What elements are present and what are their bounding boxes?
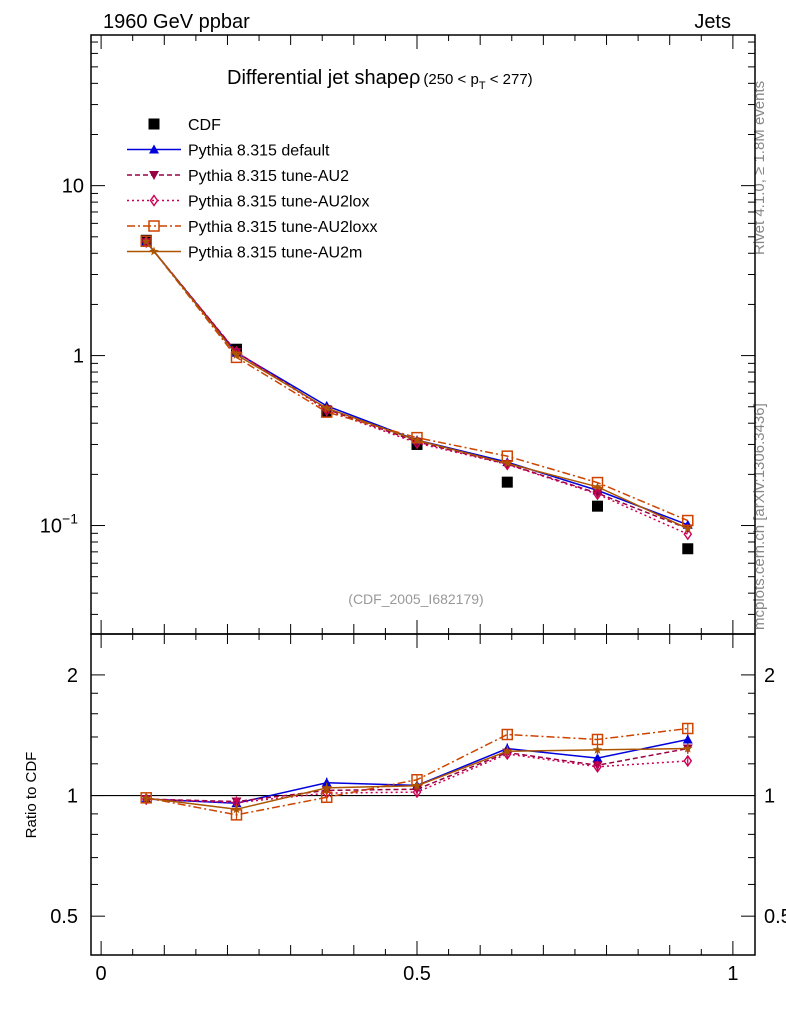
ratio-point-pythia-8-315-tune-au2m xyxy=(502,746,512,756)
legend-label: CDF xyxy=(188,117,221,134)
data-point-pythia-8-315-tune-au2 xyxy=(592,489,603,499)
ratio-point-pythia-8-315-tune-au2m xyxy=(592,744,603,754)
ratio-series-pythia-8-315-tune-au2m xyxy=(141,743,693,815)
data-point-pythia-8-315-tune-au2loxx xyxy=(140,235,152,247)
series-line-pythia-8-315-tune-au2 xyxy=(145,241,689,530)
data-point-cdf xyxy=(591,500,603,512)
ratio-point-pythia-8-315-tune-au2m xyxy=(141,793,151,803)
ratio-point-pythia-8-315-tune-au2m xyxy=(683,743,693,753)
ratio-y-tick-label-right: 2 xyxy=(764,665,775,687)
data-point-pythia-8-315-tune-au2m xyxy=(683,523,693,533)
legend-item-pythia-8-315-tune-au2lox: Pythia 8.315 tune-AU2lox xyxy=(127,194,369,211)
ratio-point-pythia-8-315-tune-au2m xyxy=(412,780,422,790)
ratio-y-tick-label-right: 1 xyxy=(764,786,775,808)
ratio-y-tick-label-left: 1 xyxy=(67,786,78,808)
data-point-pythia-8-315-tune-au2m xyxy=(231,349,242,359)
data-point-pythia-8-315-tune-au2m xyxy=(141,236,151,246)
legend-marker xyxy=(149,246,159,256)
ratio-point-pythia-8-315-tune-au2loxx xyxy=(682,722,694,735)
x-tick-label: 1 xyxy=(727,963,738,985)
legend-item-cdf: CDF xyxy=(148,117,221,134)
main-y-tick-label: 10−1 xyxy=(40,511,78,538)
legend-label: Pythia 8.315 tune-AU2loxx xyxy=(188,219,377,236)
ratio-y-tick-label-left: 0.5 xyxy=(50,906,78,928)
main-y-tick-label: 10 xyxy=(62,176,84,198)
series-pythia-8-315-tune-au2loxx xyxy=(140,235,694,527)
data-point-cdf xyxy=(501,476,513,488)
ratio-y-tick-label-right: 0.5 xyxy=(764,906,786,928)
chart-title: Differential jet shapeρ (250 < pT < 277) xyxy=(227,67,533,92)
legend-marker xyxy=(149,194,159,207)
data-point-pythia-8-315-tune-au2lox xyxy=(683,527,693,541)
ratio-series-pythia-8-315-tune-au2loxx xyxy=(140,722,694,821)
ratio-point-pythia-8-315-default xyxy=(592,753,603,763)
series-line-pythia-8-315-tune-au2loxx xyxy=(145,240,689,522)
legend-item-pythia-8-315-tune-au2loxx: Pythia 8.315 tune-AU2loxx xyxy=(127,219,377,236)
ratio-point-pythia-8-315-tune-au2lox xyxy=(412,785,422,799)
ratio-ylabel: Ratio to CDF xyxy=(23,752,40,839)
data-point-pythia-8-315-tune-au2lox xyxy=(593,487,602,501)
main-y-tick-label: 1 xyxy=(73,346,84,368)
series-pythia-8-315-tune-au2lox xyxy=(141,235,693,541)
data-point-pythia-8-315-tune-au2m xyxy=(322,403,332,413)
rivet-label: Rivet 4.1.0, ≥ 1.8M events xyxy=(751,81,768,255)
data-point-cdf xyxy=(682,543,694,555)
ratio-frame xyxy=(90,633,756,956)
legend-item-pythia-8-315-tune-au2: Pythia 8.315 tune-AU2 xyxy=(127,168,349,185)
ratio-point-pythia-8-315-tune-au2lox xyxy=(593,760,602,773)
data-point-pythia-8-315-tune-au2m xyxy=(592,481,603,491)
x-tick-label: 0.5 xyxy=(403,963,431,985)
data-point-pythia-8-315-tune-au2m xyxy=(412,435,422,445)
legend-label: Pythia 8.315 tune-AU2lox xyxy=(188,194,369,211)
legend-label: Pythia 8.315 tune-AU2 xyxy=(188,168,349,185)
legend-marker xyxy=(148,118,160,130)
legend-marker xyxy=(148,220,160,232)
header-left: 1960 GeV ppbar xyxy=(103,11,250,33)
data-point-pythia-8-315-tune-au2loxx xyxy=(411,431,423,444)
ratio-point-pythia-8-315-tune-au2lox xyxy=(683,754,693,768)
ratio-point-pythia-8-315-tune-au2m xyxy=(322,782,332,792)
series-cdf xyxy=(140,234,694,555)
series-pythia-8-315-tune-au2m xyxy=(141,236,693,533)
ratio-point-pythia-8-315-default xyxy=(682,734,693,744)
ratio-y-tick-label-left: 2 xyxy=(67,665,78,687)
ratio-point-pythia-8-315-tune-au2m xyxy=(231,804,242,814)
series-line-pythia-8-315-tune-au2m xyxy=(145,240,689,530)
analysis-id: (CDF_2005_I682179) xyxy=(348,591,483,607)
legend-marker xyxy=(149,171,159,180)
legend-marker xyxy=(149,144,159,154)
legend-label: Pythia 8.315 tune-AU2m xyxy=(188,245,362,262)
x-tick-label: 0 xyxy=(96,963,107,985)
ratio-point-pythia-8-315-tune-au2loxx xyxy=(501,728,514,741)
series-line-pythia-8-315-default xyxy=(145,241,689,526)
ratio-point-pythia-8-315-default xyxy=(321,777,332,787)
ratio-point-pythia-8-315-tune-au2loxx xyxy=(591,733,604,746)
legend-item-pythia-8-315-tune-au2m: Pythia 8.315 tune-AU2m xyxy=(127,245,362,262)
series-pythia-8-315-default xyxy=(141,236,693,529)
data-point-pythia-8-315-tune-au2m xyxy=(502,458,512,468)
series-pythia-8-315-tune-au2 xyxy=(141,237,693,534)
legend-item-pythia-8-315-default: Pythia 8.315 default xyxy=(127,143,330,160)
legend-label: Pythia 8.315 default xyxy=(188,143,330,160)
header-right: Jets xyxy=(694,11,731,33)
mcplots-label: mcplots.cern.ch [arXiv:1306.3436] xyxy=(751,403,768,630)
